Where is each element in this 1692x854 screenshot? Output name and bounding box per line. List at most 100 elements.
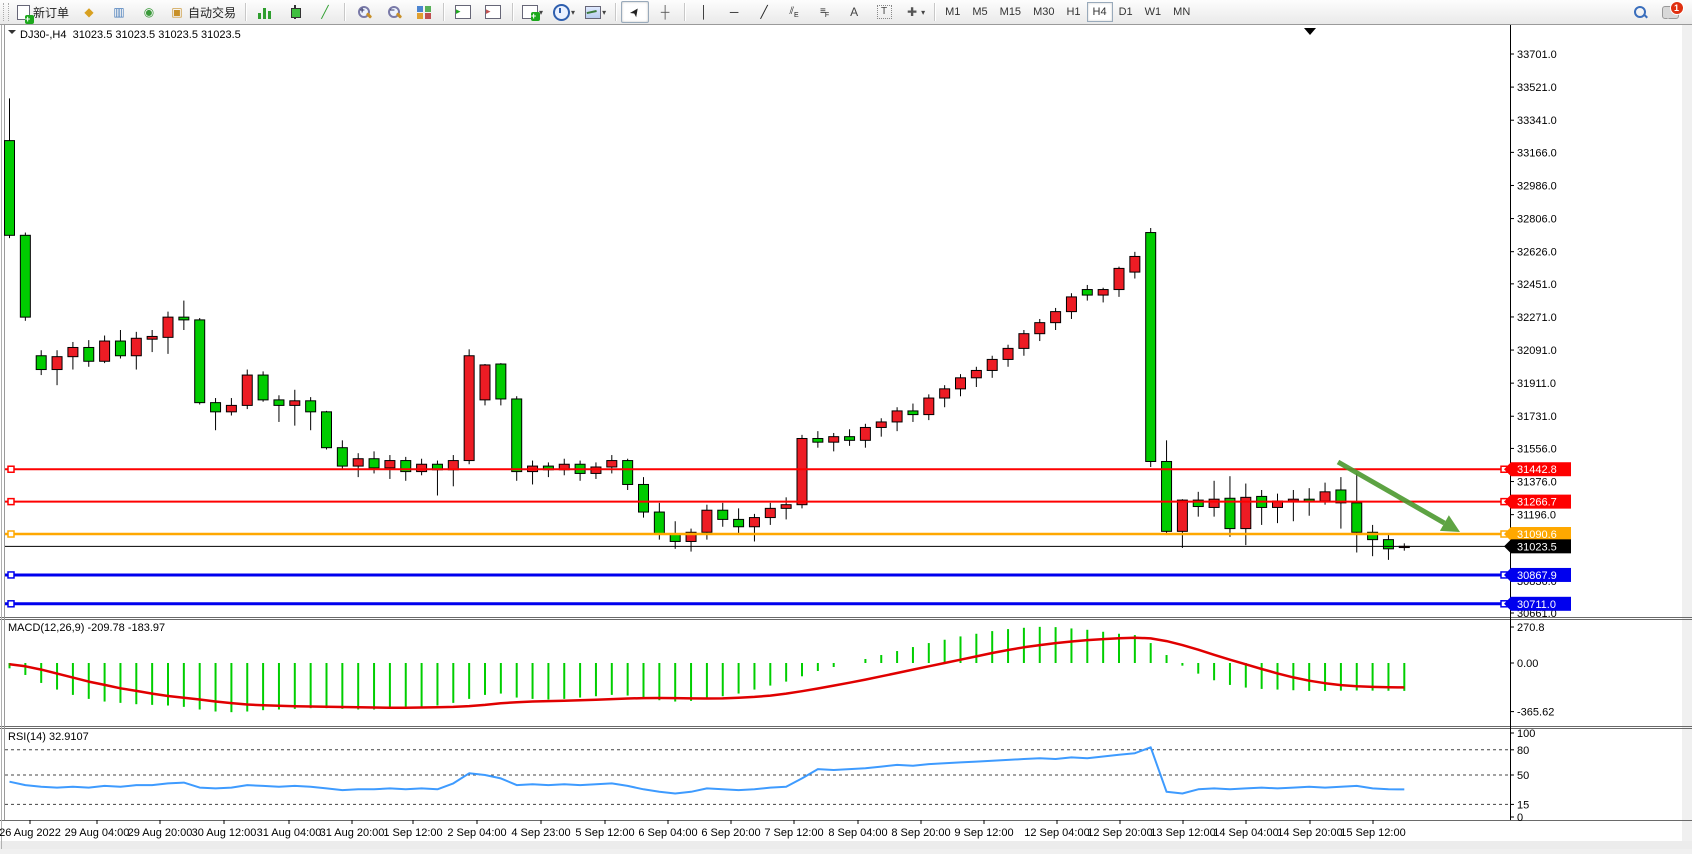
price-axis-label: 33701.0 <box>1517 49 1557 61</box>
trendline-icon: ╱ <box>760 5 768 19</box>
line-handle[interactable] <box>7 530 15 538</box>
market-watch-button[interactable]: ◆ <box>75 1 103 23</box>
candle-body <box>130 337 142 357</box>
price-axis-label: 32271.0 <box>1517 312 1557 324</box>
fibonacci-tool-button[interactable]: ≡F <box>810 1 838 23</box>
line-handle[interactable] <box>7 571 15 579</box>
macd-indicator <box>8 626 1406 713</box>
price-badge-label: 31023.5 <box>1517 541 1557 553</box>
horizontal-line-tool-button[interactable]: ─ <box>720 1 748 23</box>
add-indicator-button[interactable]: ▾ <box>518 1 547 23</box>
price-axis-label: 32451.0 <box>1517 279 1557 291</box>
candle-body <box>939 388 951 399</box>
line-handle[interactable] <box>7 465 15 473</box>
badge-notch <box>1504 567 1511 582</box>
chart-shift-marker-icon[interactable] <box>1304 28 1316 35</box>
auto-scroll-button[interactable]: ▸ <box>449 1 477 23</box>
new-order-icon <box>17 4 34 24</box>
timeframe-button-m15[interactable]: M15 <box>999 6 1022 18</box>
candle-body <box>1050 311 1062 324</box>
price-badge-label: 30711.0 <box>1517 599 1556 611</box>
candle-body <box>1065 296 1077 313</box>
arrows-tool-button[interactable]: ✚ ▾ <box>900 1 929 23</box>
price-badge <box>1511 539 1571 554</box>
timeframe-button-h1[interactable]: H1 <box>1066 6 1081 18</box>
rsi-axis-label: 15 <box>1517 799 1529 811</box>
time-axis-label: 7 Sep 12:00 <box>764 827 823 839</box>
badge-notch <box>1504 494 1511 509</box>
candle-body <box>225 404 237 413</box>
line-handle[interactable] <box>7 600 15 608</box>
tile-windows-button[interactable] <box>410 1 438 23</box>
search-button[interactable] <box>1626 1 1654 23</box>
timeframe-button-d1[interactable]: D1 <box>1118 6 1133 18</box>
period-button[interactable]: ▾ <box>549 1 579 23</box>
candle-body <box>1018 333 1030 349</box>
chart-canvas[interactable]: 33701.0 33521.0 33341.0 33166.0 32986.0 32806… <box>0 24 1692 849</box>
time-axis-label: 4 Sep 23:00 <box>511 827 570 839</box>
timeframe-button-m1[interactable]: M1 <box>945 6 961 18</box>
time-axis-label: 12 Sep 04:00 <box>1024 827 1089 839</box>
horizontal-lines[interactable] <box>5 465 1510 608</box>
candle-body <box>1097 289 1109 296</box>
time-axis-label: 15 Sep 12:00 <box>1340 827 1405 839</box>
badge-notch <box>1504 596 1511 611</box>
channel-tool-button[interactable]: ⫽E <box>780 1 808 23</box>
candle-body <box>4 140 15 236</box>
toolbar-separator <box>344 3 346 21</box>
candle-body <box>653 511 665 535</box>
new-order-button[interactable]: 新订单 <box>13 1 73 24</box>
timeframe-button-m5[interactable]: M5 <box>972 6 988 18</box>
timeframe-button-mn[interactable]: MN <box>1173 6 1191 18</box>
candle-body <box>1351 502 1363 533</box>
price-axis-label: 32091.0 <box>1517 345 1557 357</box>
candlestick-chart-button[interactable] <box>281 1 309 23</box>
bar-chart-button[interactable] <box>251 1 279 23</box>
autotrade-button[interactable]: ▣ 自动交易 <box>165 1 240 23</box>
candle-body <box>495 363 507 400</box>
candle-body <box>273 399 285 406</box>
candle-body <box>99 340 111 362</box>
rsi-indicator-label: RSI(14) 32.9107 <box>8 731 89 743</box>
candle-body <box>701 509 713 533</box>
chart-window[interactable]: 33701.0 33521.0 33341.0 33166.0 32986.0 32806… <box>0 24 1692 849</box>
toolbar-grip[interactable] <box>3 3 9 21</box>
candle-body <box>1113 267 1125 291</box>
notifications-button[interactable]: 1 <box>1656 0 1684 23</box>
chart-shift-button[interactable]: ▸ <box>479 1 507 23</box>
candle-body <box>384 460 396 469</box>
equidistant-channel-icon: ⫽E <box>789 6 799 19</box>
timeframe-button-m30[interactable]: M30 <box>1033 6 1055 18</box>
candlestick-chart-icon <box>289 5 302 19</box>
candle-body <box>891 410 903 423</box>
down-arrow-line[interactable] <box>1336 459 1446 526</box>
price-badge-label: 31266.7 <box>1517 497 1557 509</box>
down-arrow-head-icon[interactable] <box>1439 515 1460 532</box>
cursor-tool-button[interactable]: ➤ <box>621 1 650 23</box>
vertical-line-tool-button[interactable]: │ <box>690 1 718 23</box>
candle-body <box>955 377 966 390</box>
macd-axis-label: -365.62 <box>1517 707 1554 719</box>
trendline-tool-button[interactable]: ╱ <box>750 1 778 23</box>
price-axis-label: 31556.0 <box>1517 443 1557 455</box>
time-axis-label: 8 Sep 04:00 <box>828 827 887 839</box>
zoom-out-button[interactable]: − <box>380 1 408 23</box>
text-label-tool-button[interactable]: T <box>870 1 898 23</box>
autotrade-label: 自动交易 <box>188 5 237 20</box>
navigator-button[interactable]: ◉ <box>135 1 163 23</box>
template-button[interactable]: ▾ <box>581 1 610 23</box>
timeframe-button-w1[interactable]: W1 <box>1144 6 1162 18</box>
price-axis-label: 32806.0 <box>1517 214 1557 226</box>
text-tool-button[interactable]: A <box>840 1 868 23</box>
search-icon <box>1633 5 1648 19</box>
timeframe-button-h4[interactable]: H4 <box>1086 2 1113 22</box>
data-window-button[interactable]: ▥ <box>105 1 133 23</box>
time-axis-label: 8 Sep 20:00 <box>891 827 950 839</box>
line-chart-button[interactable]: ╱ <box>311 1 339 23</box>
zoom-in-button[interactable]: + <box>350 1 378 23</box>
time-axis-label: 31 Aug 20:00 <box>320 827 385 839</box>
line-handle[interactable] <box>7 497 15 506</box>
crosshair-tool-button[interactable]: ┼ <box>651 1 679 23</box>
collapse-triangle-icon[interactable] <box>8 29 16 38</box>
